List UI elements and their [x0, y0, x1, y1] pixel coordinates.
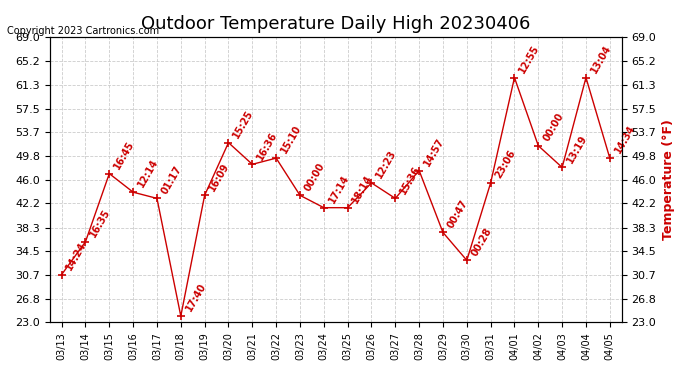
Text: 16:45: 16:45: [112, 139, 136, 171]
Text: 16:09: 16:09: [208, 160, 232, 192]
Text: 15:10: 15:10: [279, 123, 303, 155]
Text: 12:14: 12:14: [136, 158, 160, 189]
Text: 17:40: 17:40: [184, 282, 208, 313]
Y-axis label: Temperature (°F): Temperature (°F): [662, 119, 675, 240]
Text: 15:25: 15:25: [231, 108, 255, 140]
Text: 14:34: 14:34: [613, 123, 637, 155]
Text: 23:06: 23:06: [493, 148, 518, 180]
Text: 16:36: 16:36: [255, 130, 279, 162]
Text: 17:14: 17:14: [326, 173, 351, 205]
Text: 12:55: 12:55: [518, 43, 542, 75]
Text: 13:04: 13:04: [589, 43, 613, 75]
Text: 13:19: 13:19: [565, 133, 589, 165]
Text: Copyright 2023 Cartronics.com: Copyright 2023 Cartronics.com: [7, 26, 159, 36]
Text: 16:35: 16:35: [88, 207, 112, 239]
Text: 18:14: 18:14: [351, 173, 375, 205]
Text: 12:23: 12:23: [374, 148, 398, 180]
Text: 00:00: 00:00: [541, 111, 565, 143]
Text: 00:47: 00:47: [446, 198, 470, 230]
Title: Outdoor Temperature Daily High 20230406: Outdoor Temperature Daily High 20230406: [141, 15, 531, 33]
Text: 00:00: 00:00: [303, 160, 327, 192]
Text: 14:57: 14:57: [422, 136, 446, 168]
Text: 15:36: 15:36: [398, 164, 422, 196]
Text: 01:17: 01:17: [160, 164, 184, 196]
Text: 14:24: 14:24: [64, 240, 88, 272]
Text: 00:28: 00:28: [470, 226, 494, 258]
